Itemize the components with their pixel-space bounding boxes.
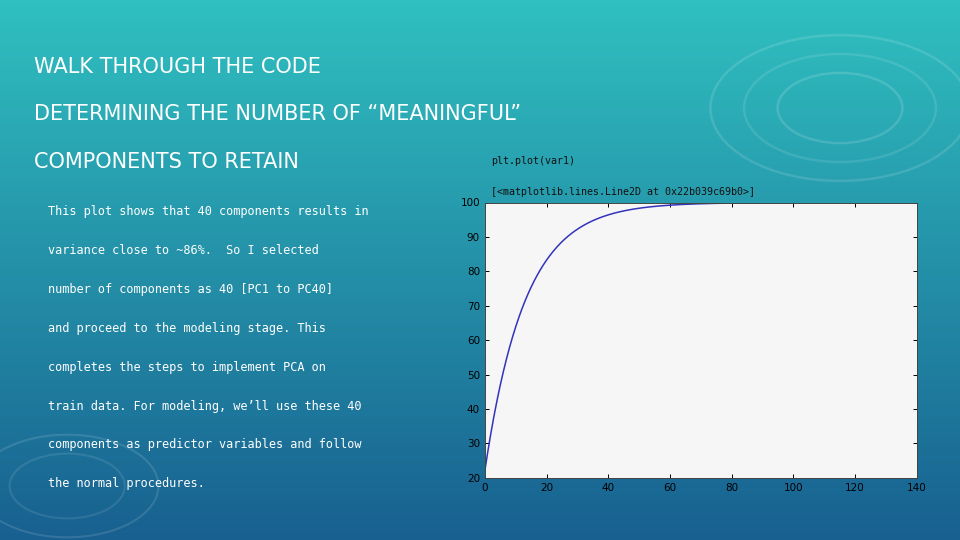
Text: components as predictor variables and follow: components as predictor variables and fo… xyxy=(48,438,362,451)
Text: WALK THROUGH THE CODE: WALK THROUGH THE CODE xyxy=(34,57,321,77)
Text: and proceed to the modeling stage. This: and proceed to the modeling stage. This xyxy=(48,322,325,335)
Text: DETERMINING THE NUMBER OF “MEANINGFUL”: DETERMINING THE NUMBER OF “MEANINGFUL” xyxy=(34,104,520,124)
Text: [<matplotlib.lines.Line2D at 0x22b039c69b0>]: [<matplotlib.lines.Line2D at 0x22b039c69… xyxy=(492,187,756,197)
Text: completes the steps to implement PCA on: completes the steps to implement PCA on xyxy=(48,361,325,374)
Text: number of components as 40 [PC1 to PC40]: number of components as 40 [PC1 to PC40] xyxy=(48,283,333,296)
Text: This plot shows that 40 components results in: This plot shows that 40 components resul… xyxy=(48,205,369,218)
Text: COMPONENTS TO RETAIN: COMPONENTS TO RETAIN xyxy=(34,152,299,172)
Text: the normal procedures.: the normal procedures. xyxy=(48,477,204,490)
Text: plt.plot(var1): plt.plot(var1) xyxy=(492,156,575,166)
Text: variance close to ~86%.  So I selected: variance close to ~86%. So I selected xyxy=(48,244,319,257)
Text: train data. For modeling, we’ll use these 40: train data. For modeling, we’ll use thes… xyxy=(48,400,362,413)
